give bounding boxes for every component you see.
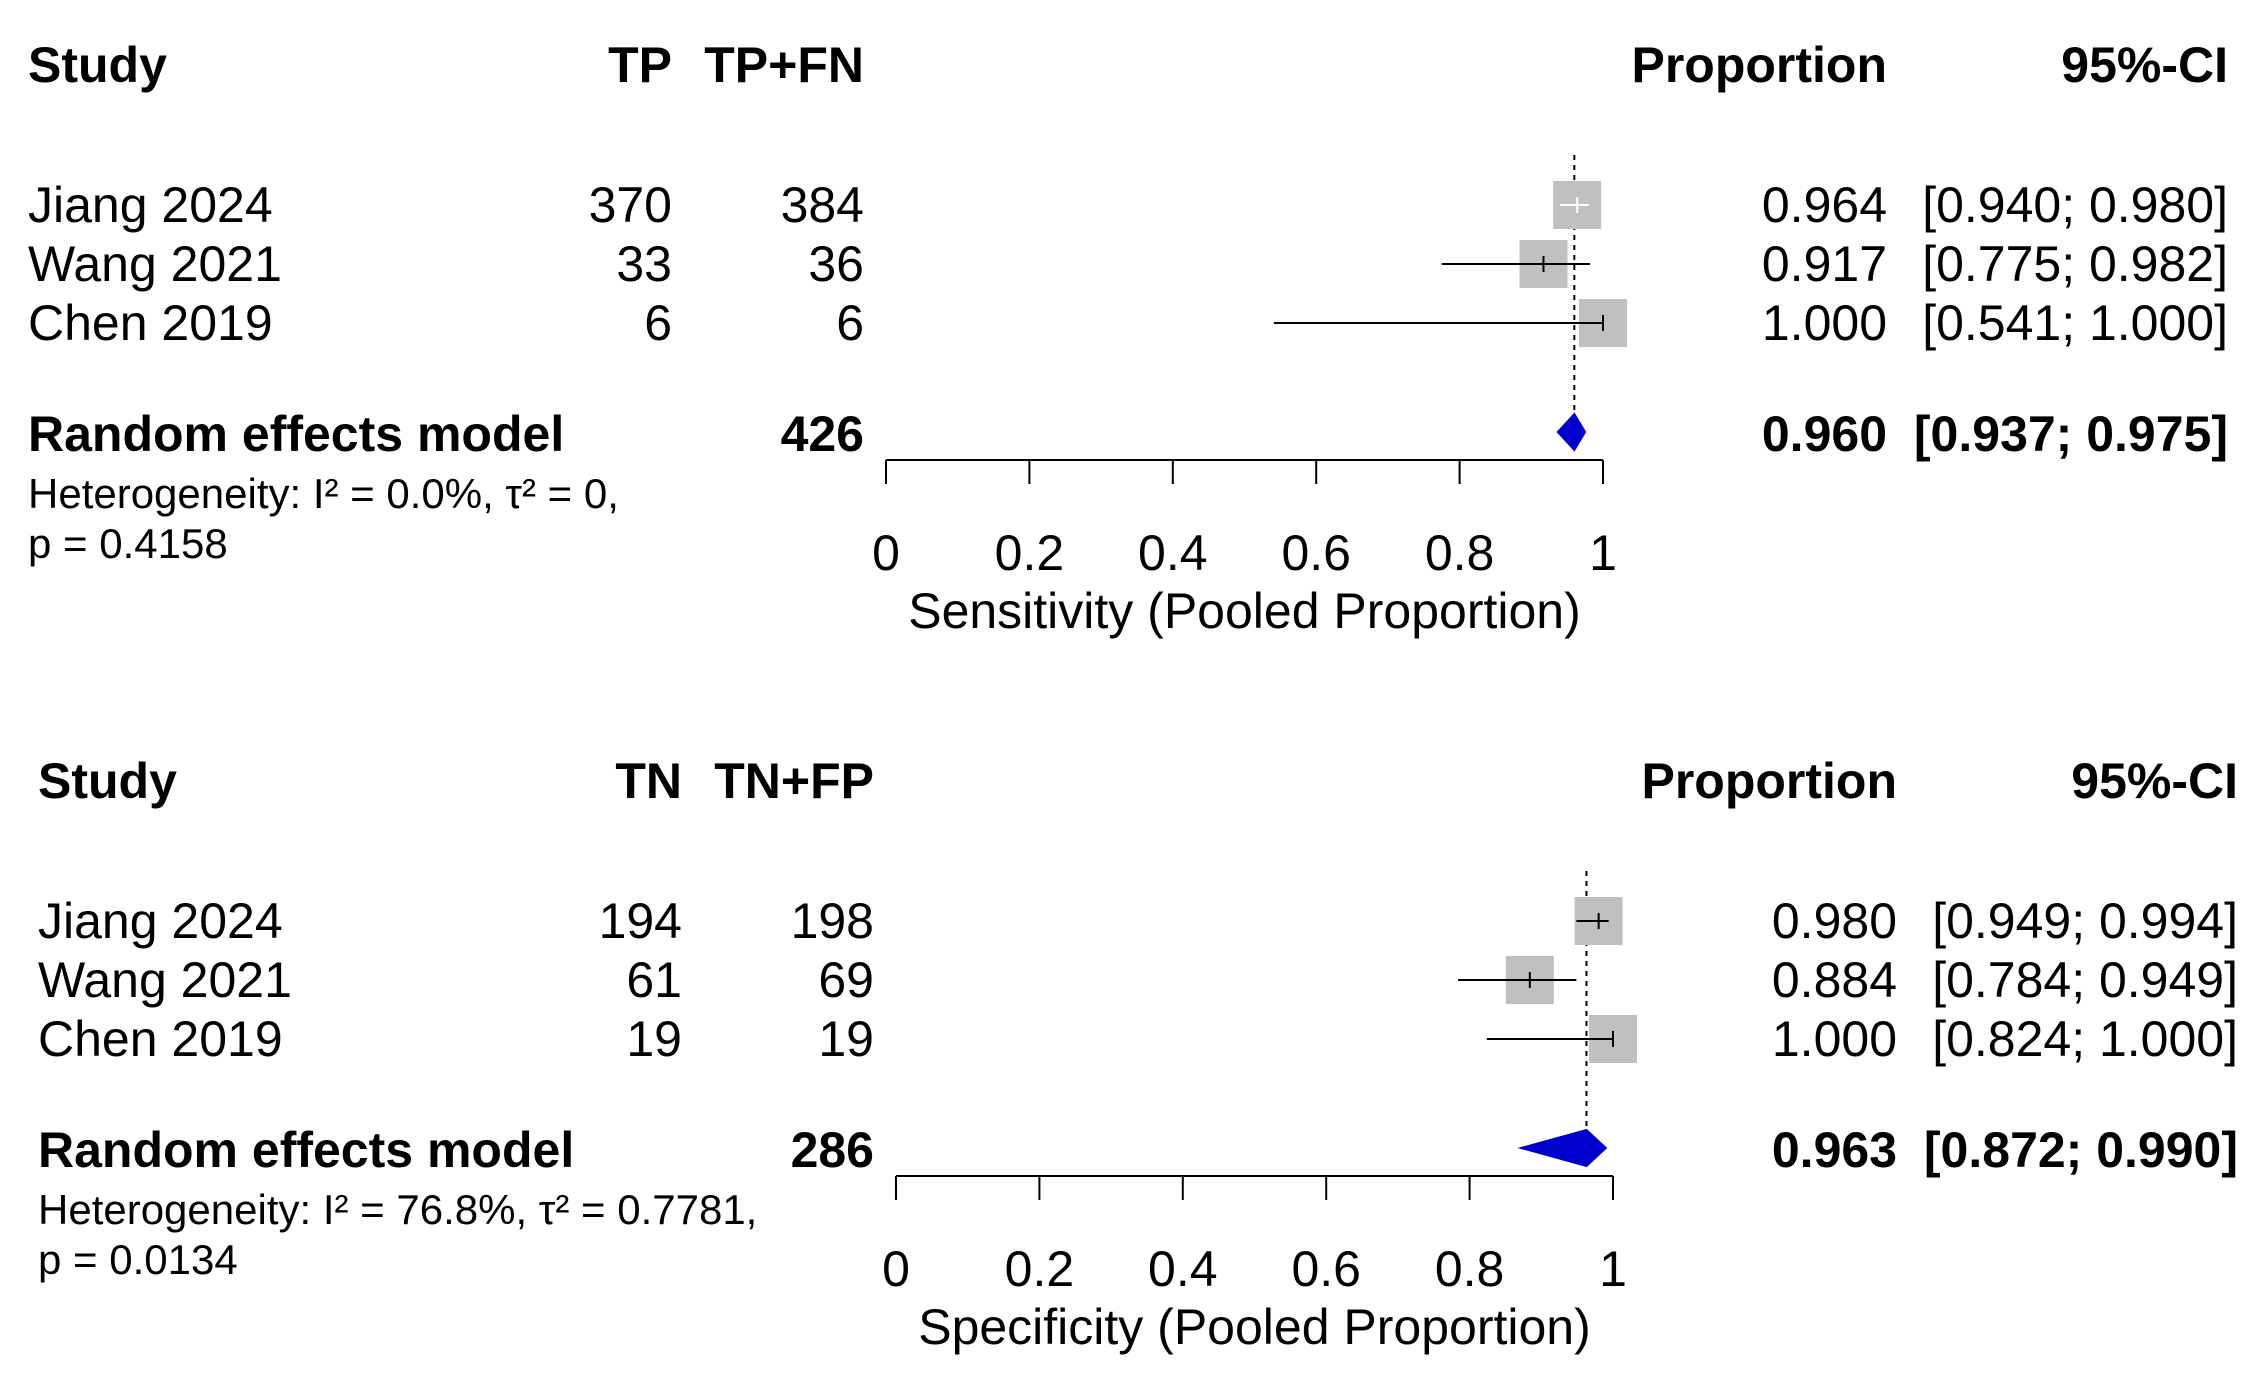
study-events: 61 <box>626 952 682 1008</box>
study-ci: [0.949; 0.994] <box>1932 893 2238 949</box>
study-total: 384 <box>781 177 864 233</box>
header-events: TP <box>608 37 672 93</box>
pooled-label: Random effects model <box>28 406 564 462</box>
pooled-label: Random effects model <box>38 1122 574 1178</box>
study-proportion: 0.917 <box>1762 236 1887 292</box>
study-ci: [0.940; 0.980] <box>1922 177 2228 233</box>
forest-panel-2: Study TN TN+FP Proportion 95%-CI Jiang 2024 19… <box>38 753 2238 1355</box>
x-tick-label: 1 <box>1589 525 1617 581</box>
header-proportion: Proportion <box>1631 37 1887 93</box>
study-events: 6 <box>644 295 672 351</box>
header-study: Study <box>38 753 177 809</box>
study-name: Wang 2021 <box>38 952 292 1008</box>
study-events: 19 <box>626 1011 682 1067</box>
study-total: 69 <box>818 952 874 1008</box>
study-ci: [0.784; 0.949] <box>1932 952 2238 1008</box>
pooled-ci: [0.872; 0.990] <box>1924 1122 2238 1178</box>
heterogeneity-p-value: p = 0.4158 <box>28 520 228 567</box>
pooled-proportion: 0.963 <box>1772 1122 1897 1178</box>
x-tick-label: 1 <box>1599 1241 1627 1297</box>
x-axis-label: Sensitivity (Pooled Proportion) <box>908 583 1581 639</box>
header-total: TP+FN <box>704 37 864 93</box>
study-total: 6 <box>836 295 864 351</box>
heterogeneity-stats: Heterogeneity: I² = 76.8%, τ² = 0.7781, <box>38 1186 757 1233</box>
x-tick-label: 0.4 <box>1138 525 1208 581</box>
study-proportion: 1.000 <box>1772 1011 1897 1067</box>
pooled-total: 286 <box>791 1122 874 1178</box>
study-proportion: 1.000 <box>1762 295 1887 351</box>
study-events: 194 <box>599 893 682 949</box>
pooled-diamond <box>1517 1128 1608 1168</box>
header-study: Study <box>28 37 167 93</box>
header-ci: 95%-CI <box>2071 753 2238 809</box>
x-tick-label: 0.6 <box>1281 525 1351 581</box>
forest-panel-1: Study TP TP+FN Proportion 95%-CI Jiang 2024 37… <box>28 37 2228 639</box>
study-name: Chen 2019 <box>38 1011 283 1067</box>
pooled-proportion: 0.960 <box>1762 406 1887 462</box>
study-total: 36 <box>808 236 864 292</box>
study-name: Jiang 2024 <box>38 893 283 949</box>
pooled-ci: [0.937; 0.975] <box>1914 406 2228 462</box>
pooled-diamond <box>1556 412 1587 452</box>
study-events: 33 <box>616 236 672 292</box>
study-name: Jiang 2024 <box>28 177 273 233</box>
x-tick-label: 0.2 <box>1005 1241 1075 1297</box>
header-ci: 95%-CI <box>2061 37 2228 93</box>
x-tick-label: 0 <box>882 1241 910 1297</box>
x-tick-label: 0.8 <box>1425 525 1495 581</box>
x-tick-label: 0.6 <box>1291 1241 1361 1297</box>
study-ci: [0.541; 1.000] <box>1922 295 2228 351</box>
x-tick-label: 0.2 <box>995 525 1065 581</box>
header-events: TN <box>615 753 682 809</box>
study-name: Wang 2021 <box>28 236 282 292</box>
study-proportion: 0.884 <box>1772 952 1897 1008</box>
study-ci: [0.775; 0.982] <box>1922 236 2228 292</box>
x-tick-label: 0 <box>872 525 900 581</box>
header-total: TN+FP <box>714 753 874 809</box>
heterogeneity-p-value: p = 0.0134 <box>38 1236 238 1283</box>
study-ci: [0.824; 1.000] <box>1932 1011 2238 1067</box>
study-total: 19 <box>818 1011 874 1067</box>
study-proportion: 0.964 <box>1762 177 1887 233</box>
heterogeneity-stats: Heterogeneity: I² = 0.0%, τ² = 0, <box>28 470 619 517</box>
header-proportion: Proportion <box>1641 753 1897 809</box>
study-events: 370 <box>589 177 672 233</box>
x-axis-label: Specificity (Pooled Proportion) <box>918 1299 1591 1355</box>
study-proportion: 0.980 <box>1772 893 1897 949</box>
study-name: Chen 2019 <box>28 295 273 351</box>
x-tick-label: 0.4 <box>1148 1241 1218 1297</box>
study-total: 198 <box>791 893 874 949</box>
pooled-total: 426 <box>781 406 864 462</box>
x-tick-label: 0.8 <box>1435 1241 1505 1297</box>
